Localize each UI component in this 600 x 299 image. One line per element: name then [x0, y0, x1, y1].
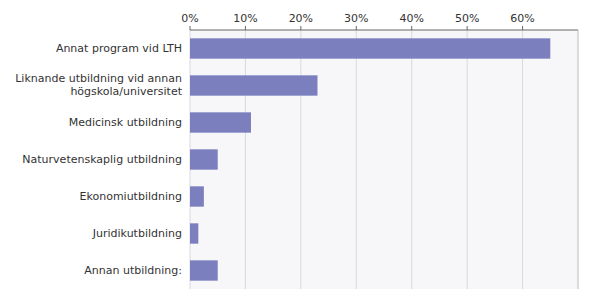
category-label: Annan utbildning:: [84, 264, 182, 277]
bars: [190, 38, 550, 280]
x-axis-line: [190, 30, 578, 31]
tick-label: 10%: [233, 12, 257, 25]
range-end-line: [578, 30, 579, 289]
bar: [190, 260, 218, 280]
tick-mark: [190, 26, 191, 30]
tick-label: 30%: [344, 12, 368, 25]
chart: 0% 10% 20% 30% 40% 50% 60% Annan utbildning: Jur…: [0, 0, 600, 299]
tick-label: 20%: [289, 12, 313, 25]
category-label: Annat program vid LTH: [56, 42, 182, 55]
bar: [190, 75, 317, 95]
grid-line: [411, 30, 412, 289]
category-label: Juridikutbildning: [92, 227, 182, 240]
grid-line: [300, 30, 301, 289]
category-label: Medicinsk utbildning: [69, 116, 182, 129]
grid-line: [522, 30, 523, 289]
y-axis: Annan utbildning: Juridikutbildning Ekonom…: [15, 42, 182, 277]
grid: [190, 30, 523, 289]
bar: [190, 149, 218, 169]
grid-line: [356, 30, 357, 289]
tick-mark: [522, 26, 523, 30]
tick-mark: [245, 26, 246, 30]
tick-mark: [356, 26, 357, 30]
bar: [190, 38, 550, 58]
category-label: Ekonomiutbildning: [80, 190, 182, 203]
tick-mark: [300, 26, 301, 30]
bar: [190, 112, 251, 132]
plot-area: [190, 30, 578, 289]
category-label: Liknande utbildning vid annanhögskola/un…: [15, 72, 182, 98]
x-axis: 0% 10% 20% 30% 40% 50% 60%: [181, 12, 578, 289]
category-label: Naturvetenskaplig utbildning: [22, 153, 182, 166]
bar: [190, 186, 204, 206]
tick-mark: [411, 26, 412, 30]
grid-line: [467, 30, 468, 289]
tick-mark: [467, 26, 468, 30]
tick-label: 0%: [181, 12, 198, 25]
tick-label: 60%: [510, 12, 534, 25]
chart-container: 0% 10% 20% 30% 40% 50% 60% Annan utbildning: Jur…: [0, 0, 600, 299]
tick-label: 40%: [399, 12, 423, 25]
bar: [190, 223, 198, 243]
tick-label: 50%: [455, 12, 479, 25]
grid-line: [245, 30, 246, 289]
